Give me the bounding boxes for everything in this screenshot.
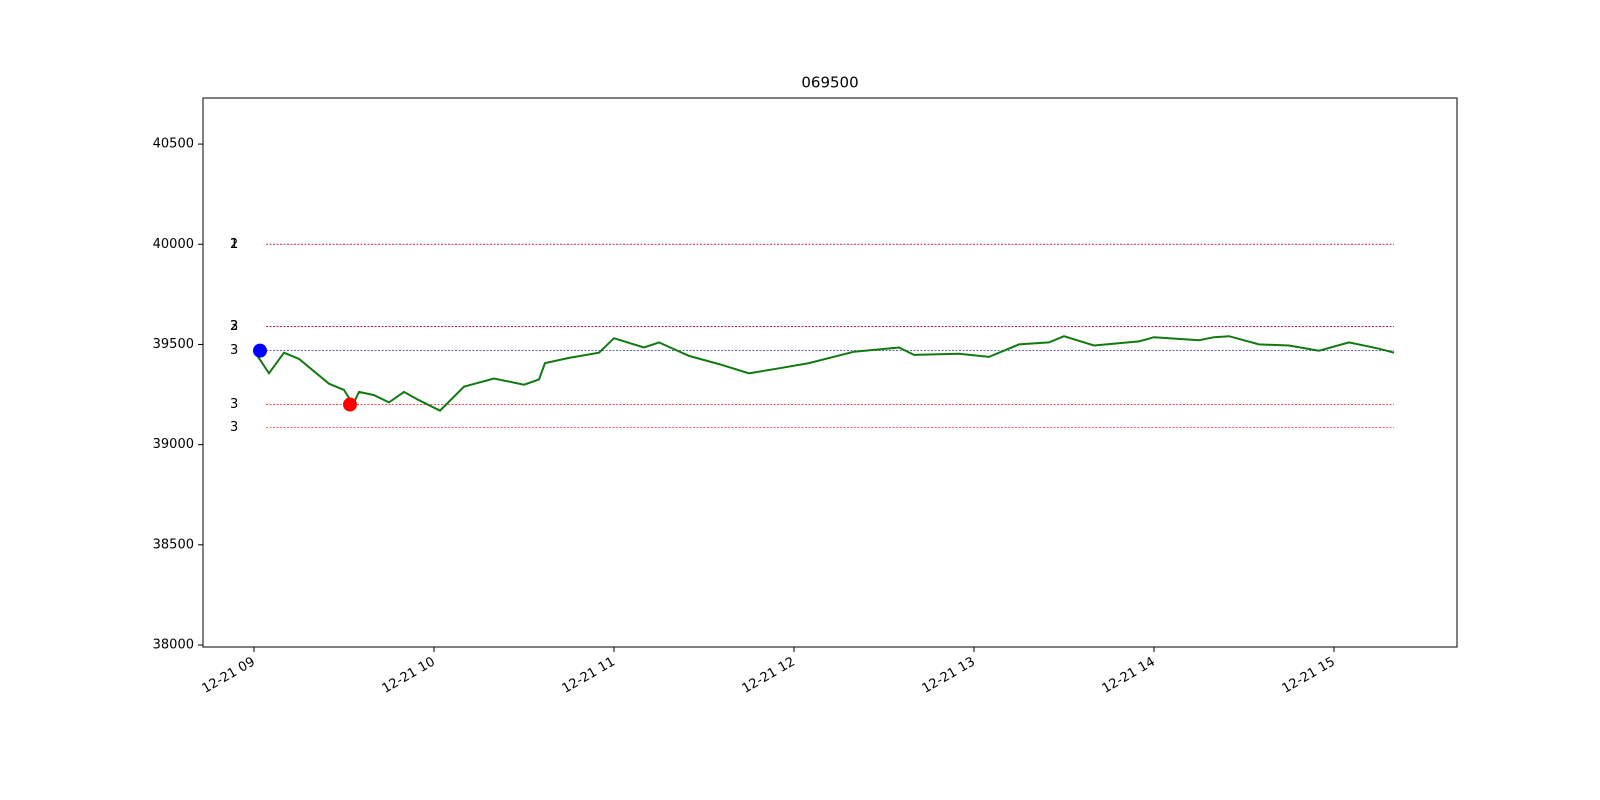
marker <box>343 397 357 412</box>
chart-title: 069500 <box>801 74 858 92</box>
y-tick-label: 40500 <box>153 137 194 152</box>
x-tick-label: 12-21 13 <box>920 655 978 697</box>
y-tick-label: 38500 <box>153 537 194 552</box>
level-label: 1 <box>230 237 238 252</box>
level-label: 2 <box>230 237 238 252</box>
price-line <box>253 335 1395 412</box>
plot-frame <box>202 97 1458 648</box>
x-tick-label: 12-21 15 <box>1280 655 1338 697</box>
y-tick-label: 39000 <box>153 437 194 452</box>
level-label: 3 <box>230 420 238 435</box>
x-tick-label: 12-21 10 <box>380 655 438 697</box>
level-label: 3 <box>230 397 238 412</box>
level-label: 2 <box>230 319 238 334</box>
y-tick-label: 40000 <box>153 237 194 252</box>
x-tick-label: 12-21 14 <box>1100 655 1158 697</box>
marker <box>253 343 267 358</box>
level-label: 3 <box>230 319 238 334</box>
x-tick-label: 12-21 12 <box>740 655 798 697</box>
x-tick-label: 12-21 11 <box>560 655 618 697</box>
y-tick-label: 38000 <box>153 637 194 652</box>
x-tick-label: 12-21 09 <box>200 655 258 697</box>
y-tick-label: 39500 <box>153 337 194 352</box>
level-label: 3 <box>230 343 238 358</box>
